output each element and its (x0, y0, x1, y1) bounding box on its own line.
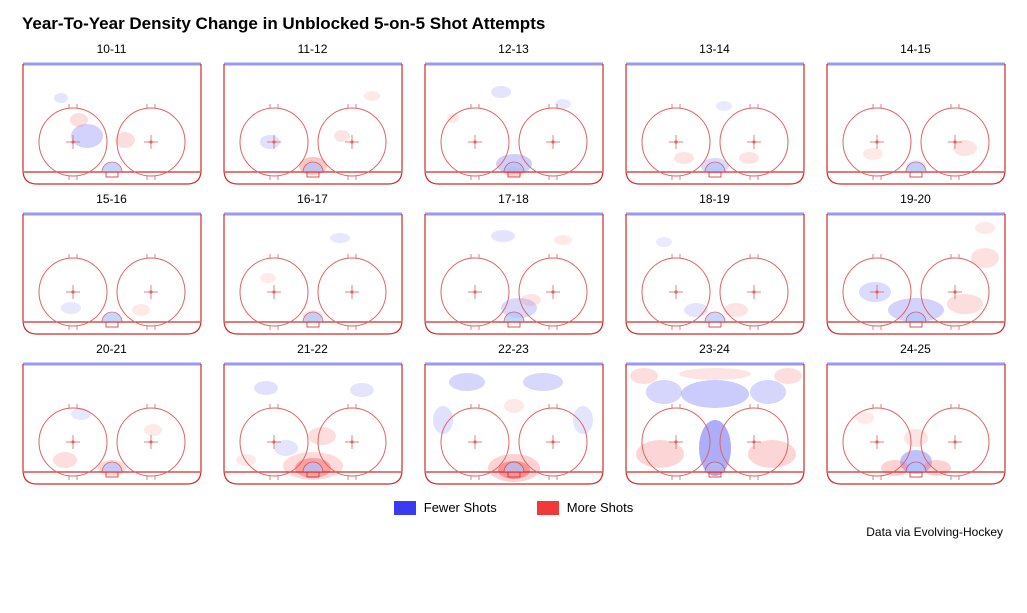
panel: 19-20 (822, 192, 1009, 336)
panel-label: 24-25 (900, 342, 931, 356)
panel: 14-15 (822, 42, 1009, 186)
panel-label: 15-16 (96, 192, 127, 206)
rink-heatmap (423, 208, 605, 336)
panel: 15-16 (18, 192, 205, 336)
rink-heatmap (21, 358, 203, 486)
panel: 17-18 (420, 192, 607, 336)
rink-heatmap (21, 58, 203, 186)
rink-heatmap (222, 208, 404, 336)
rink-heatmap (423, 58, 605, 186)
legend: Fewer Shots More Shots (18, 500, 1009, 515)
rink-heatmap (825, 208, 1007, 336)
page-title: Year-To-Year Density Change in Unblocked… (22, 14, 1009, 34)
panel: 18-19 (621, 192, 808, 336)
panel: 16-17 (219, 192, 406, 336)
panel: 13-14 (621, 42, 808, 186)
rink-heatmap (825, 358, 1007, 486)
panel: 11-12 (219, 42, 406, 186)
panel-label: 19-20 (900, 192, 931, 206)
panel: 10-11 (18, 42, 205, 186)
rink-heatmap (825, 58, 1007, 186)
panel-label: 10-11 (97, 42, 127, 56)
panel-label: 23-24 (699, 342, 730, 356)
rink-heatmap (423, 358, 605, 486)
panel: 12-13 (420, 42, 607, 186)
legend-fewer-label: Fewer Shots (424, 500, 497, 515)
panel: 22-23 (420, 342, 607, 486)
legend-fewer-swatch (394, 501, 416, 515)
panel: 24-25 (822, 342, 1009, 486)
panel-label: 18-19 (699, 192, 730, 206)
panel: 20-21 (18, 342, 205, 486)
panel-label: 16-17 (297, 192, 328, 206)
panel-label: 14-15 (900, 42, 931, 56)
legend-fewer: Fewer Shots (394, 500, 497, 515)
rink-heatmap (222, 358, 404, 486)
panel-grid: 10-11 11-12 12-13 13-14 14-15 15-16 16-17 17-18… (18, 42, 1009, 486)
panel-label: 20-21 (96, 342, 127, 356)
panel-label: 11-12 (298, 42, 328, 56)
panel-label: 12-13 (498, 42, 529, 56)
legend-more: More Shots (537, 500, 633, 515)
data-credit: Data via Evolving-Hockey (18, 525, 1009, 539)
panel-label: 22-23 (498, 342, 529, 356)
rink-heatmap (624, 58, 806, 186)
legend-more-swatch (537, 501, 559, 515)
panel-label: 17-18 (498, 192, 529, 206)
panel: 23-24 (621, 342, 808, 486)
rink-heatmap (624, 208, 806, 336)
panel-label: 21-22 (297, 342, 328, 356)
panel-label: 13-14 (699, 42, 730, 56)
legend-more-label: More Shots (567, 500, 633, 515)
rink-heatmap (21, 208, 203, 336)
rink-heatmap (624, 358, 806, 486)
rink-heatmap (222, 58, 404, 186)
panel: 21-22 (219, 342, 406, 486)
